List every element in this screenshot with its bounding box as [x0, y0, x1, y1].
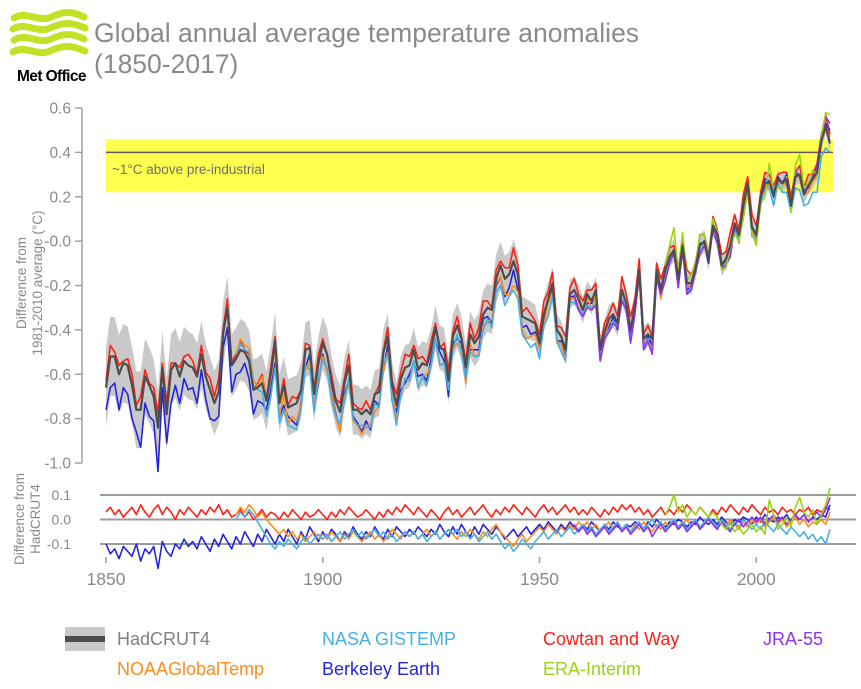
x-tick-label: 1950 [520, 569, 559, 589]
legend-label-era-interim: ERA-Interim [543, 659, 642, 679]
diff-y-axis-title-line1: Difference from [12, 472, 27, 566]
hadcrut4-legend-swatch-line [65, 636, 105, 642]
main-y-tick-label: -0.2 [44, 278, 71, 295]
diff-y-axis-title: Difference from HadCRUT4 [12, 369, 44, 669]
diff-y-axis-title-line2: HadCRUT4 [28, 484, 43, 554]
main-y-tick-label: -0.4 [44, 322, 71, 339]
diff-line-era-interim [664, 487, 831, 536]
main-y-tick-label: 0.6 [49, 101, 71, 118]
main-y-tick-label: 0.2 [49, 189, 71, 206]
main-y-tick-label: -0.0 [44, 234, 71, 251]
met-office-waves-icon [9, 9, 89, 57]
main-y-tick-label: -0.6 [44, 367, 71, 384]
legend-label-nasa-gistemp: NASA GISTEMP [322, 629, 457, 649]
hadcrut4-line [104, 124, 832, 429]
main-y-tick-label: -1.0 [44, 456, 71, 473]
main-y-tick-label: 0.4 [49, 145, 71, 162]
main-y-tick-label: -0.8 [44, 411, 71, 428]
diff-line-nasa-gistemp [235, 508, 831, 553]
legend-label-jra-55: JRA-55 [763, 629, 824, 649]
diff-y-tick-label: -0.1 [47, 536, 71, 552]
hadcrut4-uncertainty-band [106, 116, 830, 465]
page-title-line1: Global annual average temperature anomal… [94, 18, 640, 48]
diff-line-noaaglobaltemp [235, 503, 831, 548]
met-office-brand: Met Office [17, 68, 87, 85]
x-tick-label: 1850 [87, 569, 126, 589]
diff-line-jra-55 [573, 497, 831, 538]
pre-industrial-band [106, 139, 833, 193]
page-title-line2: (1850-2017) [94, 49, 239, 79]
legend-label-berkeley-earth: Berkeley Earth [322, 659, 441, 679]
x-tick-label: 2000 [737, 569, 776, 589]
legend-label-hadcrut4: HadCRUT4 [117, 629, 211, 649]
diff-y-tick-label: 0.1 [52, 487, 72, 503]
legend-label-cowtan-and-way: Cowtan and Way [543, 629, 680, 649]
met-office-logo: Met Office [8, 8, 90, 86]
pre-industrial-annotation: ~1°C above pre-industrial [112, 162, 265, 177]
x-tick-label: 1900 [303, 569, 342, 589]
diff-y-tick-label: 0.0 [52, 512, 72, 528]
legend-label-noaaglobaltemp: NOAAGlobalTemp [117, 659, 265, 679]
